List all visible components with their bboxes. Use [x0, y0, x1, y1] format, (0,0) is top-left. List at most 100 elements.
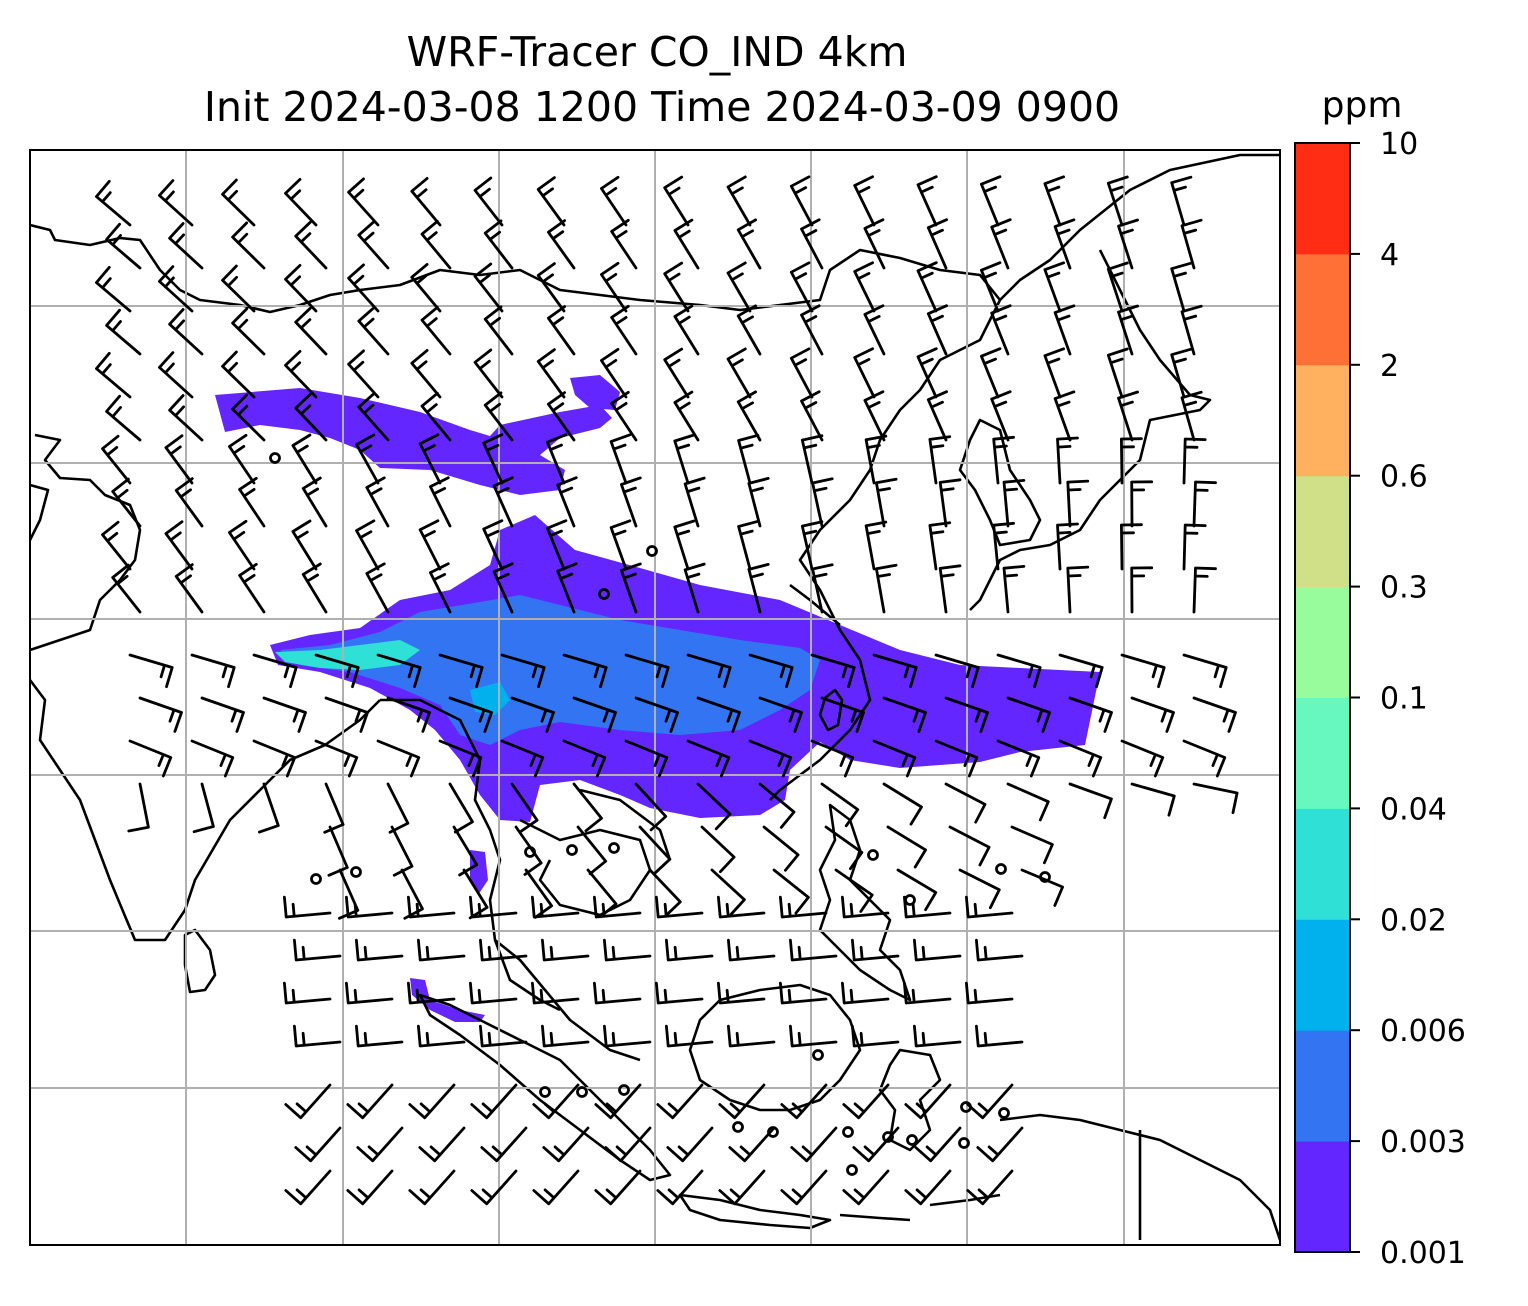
wind-barb — [790, 1126, 838, 1163]
wind-barb — [291, 519, 318, 571]
wind-barb — [284, 264, 318, 313]
wind-barb — [863, 390, 886, 442]
wind-barb — [572, 782, 603, 833]
colorbar-tick-label: 2 — [1380, 349, 1399, 384]
plume-inner — [280, 595, 820, 745]
wind-barb — [737, 433, 760, 485]
wind-barb — [966, 1169, 1014, 1206]
wind-barb — [294, 220, 328, 270]
wind-barb — [228, 433, 256, 485]
wind-barb — [975, 938, 1024, 962]
wind-barb — [347, 349, 380, 399]
wind-barb — [696, 782, 732, 831]
wind-barb — [1106, 175, 1129, 227]
wind-barb — [1117, 218, 1139, 270]
wind-barb — [365, 562, 390, 614]
wind-barb — [896, 868, 938, 912]
wind-barb — [473, 348, 504, 399]
wind-barb — [228, 519, 256, 571]
wind-barb — [789, 261, 814, 313]
wind-barb — [780, 1169, 828, 1206]
wind-barb — [357, 392, 390, 442]
wind-barb — [762, 825, 800, 872]
wind-barb — [958, 868, 1001, 910]
wind-barb — [800, 218, 824, 270]
calm-wind-marker — [904, 894, 916, 906]
wind-barb — [820, 696, 865, 733]
colorbar-swatch — [1295, 364, 1350, 477]
wind-barb — [1192, 566, 1217, 614]
wind-barb — [610, 390, 638, 442]
wind-barb — [1130, 696, 1175, 733]
wind-barb — [407, 895, 456, 919]
wind-barb — [492, 476, 514, 528]
wind-barb — [365, 476, 390, 528]
wind-barb — [284, 1169, 332, 1206]
wind-barb — [938, 478, 962, 528]
wind-barb — [536, 348, 566, 399]
wind-barb — [875, 563, 898, 614]
wind-barb — [789, 938, 838, 962]
wind-barb — [736, 304, 762, 356]
wind-barb — [357, 220, 390, 270]
wind-barb — [1066, 479, 1090, 528]
wind-barb — [610, 218, 638, 270]
wind-barb — [429, 476, 452, 528]
wind-barb — [556, 476, 578, 528]
wind-barb — [1056, 436, 1079, 485]
coastline-new-guinea — [999, 1113, 1280, 1241]
calm-wind-marker — [906, 1134, 918, 1146]
wind-barb — [1182, 437, 1207, 485]
wind-barb — [1043, 261, 1065, 313]
wind-barb — [938, 564, 962, 614]
calm-wind-marker — [598, 588, 610, 600]
wind-barb — [168, 394, 204, 442]
wind-barb — [872, 739, 917, 778]
coastline-india-east — [30, 679, 381, 942]
wind-barb — [926, 304, 948, 356]
wind-barb — [683, 562, 706, 614]
wind-barb — [111, 477, 142, 528]
wind-barb — [810, 739, 855, 778]
wind-barb — [718, 1169, 766, 1206]
wind-barb — [127, 782, 150, 833]
colorbar-tick-label: 0.6 — [1380, 460, 1428, 495]
wind-barb — [531, 895, 580, 919]
wind-barb — [547, 219, 576, 270]
wind-barb — [841, 981, 890, 1005]
wind-barb — [1020, 868, 1064, 907]
wind-barb — [1010, 825, 1054, 865]
wind-barb — [811, 477, 834, 528]
wind-barb — [168, 308, 204, 356]
wind-barb — [916, 175, 938, 227]
wind-barb — [221, 178, 256, 227]
wind-barb — [665, 1024, 714, 1048]
wind-barb — [975, 1024, 1024, 1048]
colorbar-swatch — [1295, 1030, 1350, 1142]
wind-barb — [864, 434, 888, 485]
wind-barb — [1182, 653, 1228, 689]
wind-barb — [190, 653, 236, 689]
wind-barb — [990, 304, 1012, 356]
wind-barb — [758, 696, 803, 733]
wind-barb — [886, 825, 927, 869]
wind-barb — [420, 391, 452, 442]
wind-barb — [820, 782, 860, 828]
wind-barb — [294, 306, 328, 356]
wind-barb — [418, 1126, 466, 1163]
wind-barb — [851, 938, 900, 962]
wind-barb — [420, 219, 452, 270]
wind-barb — [258, 782, 280, 834]
wind-barb — [1192, 696, 1237, 733]
wind-barb — [779, 895, 828, 919]
calm-wind-marker — [732, 1121, 744, 1133]
wind-barb — [600, 347, 628, 399]
wind-barb — [138, 696, 183, 733]
wind-barb — [1058, 653, 1104, 689]
wind-barb — [174, 563, 204, 614]
title-line-1: WRF-Tracer CO_IND 4km — [407, 28, 908, 76]
wind-barb — [95, 179, 132, 227]
wind-barb — [965, 895, 1014, 919]
wind-barb — [780, 1083, 828, 1120]
wind-barb — [700, 825, 736, 874]
